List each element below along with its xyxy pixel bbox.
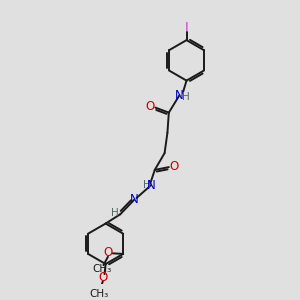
Text: O: O xyxy=(146,100,155,113)
Text: N: N xyxy=(147,178,155,192)
Text: CH₃: CH₃ xyxy=(93,264,112,274)
Text: O: O xyxy=(103,246,112,259)
Text: O: O xyxy=(99,271,108,284)
Text: CH₃: CH₃ xyxy=(89,289,109,299)
Text: I: I xyxy=(184,21,188,34)
Text: H: H xyxy=(111,208,119,218)
Text: H: H xyxy=(143,180,151,190)
Text: N: N xyxy=(175,89,184,102)
Text: N: N xyxy=(130,193,139,206)
Text: H: H xyxy=(182,92,190,102)
Text: O: O xyxy=(169,160,178,173)
